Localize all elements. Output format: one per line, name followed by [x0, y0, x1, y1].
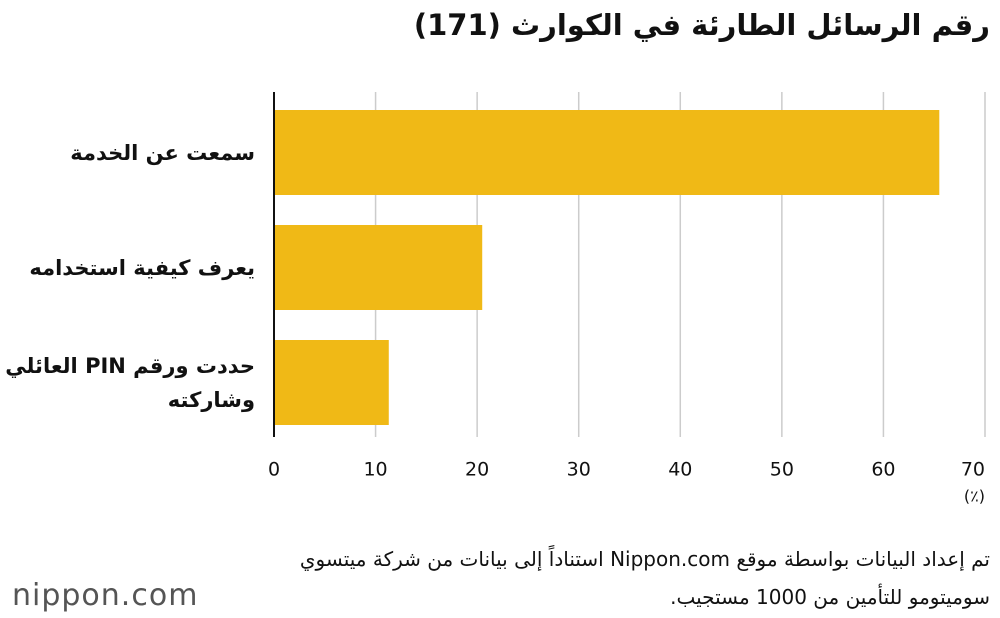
source-note: تم إعداد البيانات بواسطة موقع Nippon.com…: [299, 547, 990, 609]
x-tick-label: 30: [567, 459, 591, 481]
x-tick-label: 20: [465, 459, 489, 481]
x-tick-label: 70: [961, 459, 985, 481]
logo: nippon.com: [12, 578, 199, 613]
x-tick-label: 0: [268, 459, 280, 481]
bar: [274, 225, 483, 310]
x-tick-label: 50: [770, 459, 794, 481]
x-tick-label: 40: [668, 459, 692, 481]
category-label: سمعت عن الخدمة: [70, 140, 255, 165]
x-tick-label: 10: [363, 459, 387, 481]
bar: [274, 110, 940, 195]
category-label: حددت ورقم PIN العائلي وشاركته: [5, 353, 255, 412]
bar: [274, 340, 389, 425]
category-label: يعرف كيفية استخدامه: [29, 255, 255, 280]
chart-title: رقم الرسائل الطارئة في الكوارث (171): [413, 8, 990, 42]
x-tick-label: 60: [871, 459, 895, 481]
x-unit: (٪): [964, 487, 985, 506]
